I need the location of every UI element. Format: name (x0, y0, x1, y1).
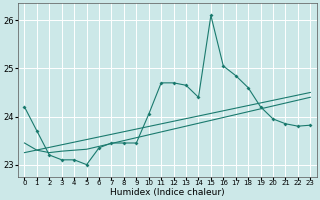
X-axis label: Humidex (Indice chaleur): Humidex (Indice chaleur) (110, 188, 225, 197)
